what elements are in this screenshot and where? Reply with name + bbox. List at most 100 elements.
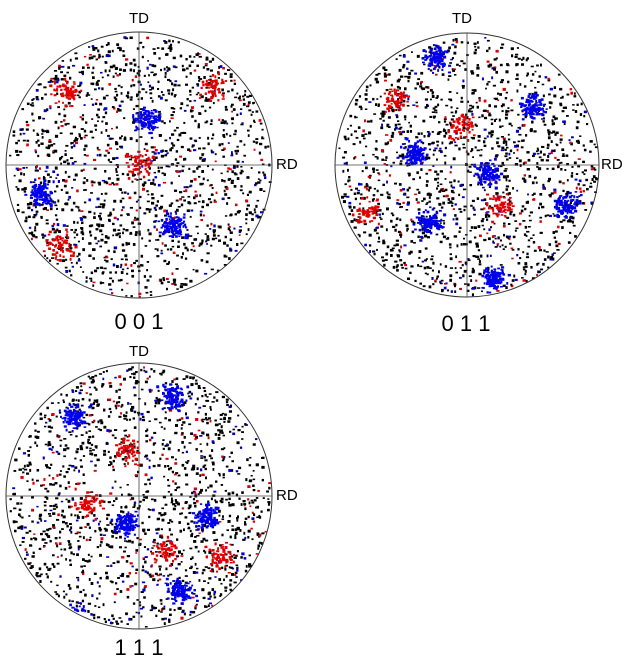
pole-point bbox=[436, 158, 438, 161]
pole-point bbox=[197, 232, 199, 235]
pole-point bbox=[480, 220, 484, 223]
pole-point bbox=[547, 79, 550, 82]
pole-point bbox=[565, 154, 569, 157]
pole-point bbox=[149, 115, 152, 118]
pole-point bbox=[371, 198, 375, 202]
pole-point bbox=[441, 288, 444, 292]
pole-point bbox=[412, 221, 416, 225]
pole-point bbox=[70, 93, 74, 97]
pole-point bbox=[467, 139, 470, 142]
pole-point bbox=[395, 105, 398, 108]
pole-point bbox=[157, 95, 161, 98]
pole-point bbox=[481, 172, 484, 175]
pole-point bbox=[82, 168, 85, 171]
pole-point bbox=[433, 56, 438, 58]
pole-point bbox=[458, 147, 461, 151]
pole-point bbox=[201, 239, 204, 243]
pole-point bbox=[372, 198, 375, 200]
pole-point bbox=[60, 88, 63, 92]
pole-point bbox=[517, 57, 521, 60]
pole-point bbox=[112, 263, 116, 267]
pole-point bbox=[169, 50, 172, 52]
pole-point bbox=[414, 87, 417, 90]
pole-point bbox=[246, 193, 249, 196]
pole-point bbox=[172, 144, 176, 147]
pole-point bbox=[510, 99, 513, 102]
pole-point bbox=[247, 103, 250, 107]
pole-point bbox=[78, 71, 82, 74]
pole-point bbox=[547, 266, 550, 269]
pole-point bbox=[530, 266, 533, 269]
pole-point bbox=[90, 82, 93, 85]
pole-point bbox=[483, 166, 487, 170]
pole-point bbox=[483, 189, 486, 192]
pole-point bbox=[114, 271, 118, 274]
pole-point bbox=[108, 69, 111, 73]
pole-point bbox=[499, 172, 504, 176]
pole-point bbox=[412, 223, 416, 226]
pole-point bbox=[130, 295, 133, 298]
pole-point bbox=[45, 421, 48, 424]
pole-point bbox=[132, 118, 136, 122]
pole-point bbox=[417, 264, 420, 267]
pole-point bbox=[267, 145, 270, 148]
pole-point bbox=[119, 535, 122, 539]
pole-point bbox=[526, 200, 530, 204]
pole-point bbox=[499, 277, 502, 281]
pole-point bbox=[403, 115, 407, 119]
pole-point bbox=[168, 204, 172, 207]
pole-point bbox=[121, 172, 125, 176]
pole-point bbox=[164, 139, 168, 142]
pole-point bbox=[199, 242, 203, 246]
pole-point bbox=[416, 221, 420, 224]
pole-point bbox=[425, 86, 429, 89]
pole-point bbox=[549, 87, 553, 91]
pole-point bbox=[129, 233, 133, 235]
pole-point bbox=[385, 89, 389, 92]
pole-point bbox=[42, 191, 46, 195]
pole-point bbox=[33, 202, 36, 206]
pole-point bbox=[148, 232, 152, 236]
pole-point bbox=[166, 209, 168, 213]
pole-point bbox=[394, 126, 398, 130]
pole-point bbox=[120, 92, 123, 95]
pole-point bbox=[141, 183, 146, 186]
pole-point bbox=[486, 171, 490, 173]
pole-point bbox=[164, 617, 167, 620]
pole-point bbox=[593, 143, 596, 146]
pole-point bbox=[49, 105, 52, 108]
pole-point bbox=[44, 170, 48, 173]
pole-point bbox=[457, 180, 460, 183]
pole-point bbox=[177, 563, 181, 566]
pole-point bbox=[216, 82, 220, 85]
pole-point bbox=[406, 60, 410, 63]
pole-point bbox=[420, 218, 423, 221]
pole-point bbox=[399, 103, 402, 106]
pole-point bbox=[220, 448, 225, 451]
pole-point bbox=[422, 141, 425, 145]
pole-point bbox=[52, 504, 56, 508]
pole-point bbox=[116, 560, 120, 564]
pole-point bbox=[377, 103, 380, 106]
pole-point bbox=[456, 92, 459, 94]
pole-point bbox=[64, 150, 67, 152]
pole-point bbox=[400, 97, 403, 100]
pole-point bbox=[507, 107, 510, 110]
pole-point bbox=[214, 75, 217, 79]
pole-point bbox=[562, 182, 565, 185]
pole-point bbox=[491, 278, 494, 281]
pole-point bbox=[111, 106, 115, 109]
pole-point bbox=[52, 526, 56, 529]
pole-point bbox=[371, 212, 374, 215]
pole-point bbox=[401, 266, 404, 269]
pole-point bbox=[62, 224, 66, 227]
pole-point bbox=[214, 160, 217, 163]
pole-point bbox=[133, 219, 137, 221]
pole-point bbox=[539, 231, 543, 234]
pole-point bbox=[536, 150, 538, 153]
pole-point bbox=[487, 277, 491, 280]
pole-point bbox=[508, 157, 512, 159]
pole-point bbox=[419, 82, 422, 85]
pole-point bbox=[464, 117, 467, 120]
pole-point bbox=[537, 107, 540, 110]
